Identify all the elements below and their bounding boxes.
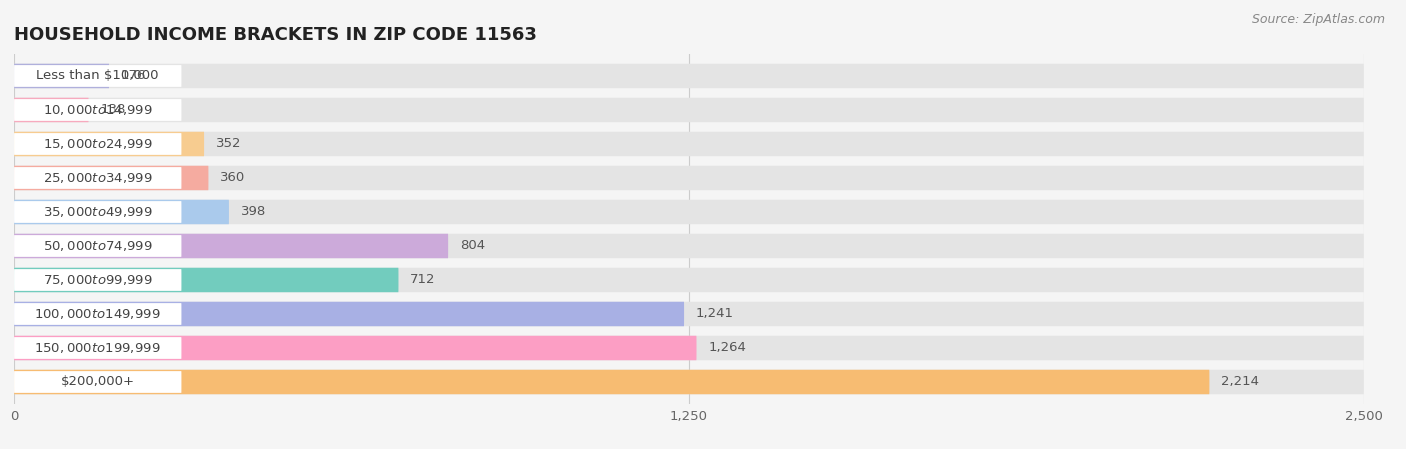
FancyBboxPatch shape — [14, 167, 181, 189]
FancyBboxPatch shape — [14, 65, 181, 87]
Text: 352: 352 — [217, 137, 242, 150]
Text: 360: 360 — [221, 172, 246, 185]
Text: 138: 138 — [100, 103, 125, 116]
FancyBboxPatch shape — [14, 166, 208, 190]
FancyBboxPatch shape — [14, 370, 1209, 394]
FancyBboxPatch shape — [14, 371, 181, 393]
FancyBboxPatch shape — [14, 336, 696, 360]
FancyBboxPatch shape — [14, 99, 181, 121]
Text: Less than $10,000: Less than $10,000 — [37, 70, 159, 83]
Text: $100,000 to $149,999: $100,000 to $149,999 — [35, 307, 162, 321]
Text: $50,000 to $74,999: $50,000 to $74,999 — [44, 239, 153, 253]
FancyBboxPatch shape — [14, 98, 89, 122]
Text: 2,214: 2,214 — [1222, 375, 1260, 388]
FancyBboxPatch shape — [14, 201, 181, 223]
FancyBboxPatch shape — [14, 268, 1364, 292]
FancyBboxPatch shape — [14, 234, 1364, 258]
FancyBboxPatch shape — [14, 303, 181, 325]
Text: 804: 804 — [460, 239, 485, 252]
Text: HOUSEHOLD INCOME BRACKETS IN ZIP CODE 11563: HOUSEHOLD INCOME BRACKETS IN ZIP CODE 11… — [14, 26, 537, 44]
Text: 712: 712 — [411, 273, 436, 286]
FancyBboxPatch shape — [14, 336, 1364, 360]
Text: $35,000 to $49,999: $35,000 to $49,999 — [44, 205, 153, 219]
FancyBboxPatch shape — [14, 370, 1364, 394]
FancyBboxPatch shape — [14, 64, 1364, 88]
Text: 1,241: 1,241 — [696, 308, 734, 321]
FancyBboxPatch shape — [14, 337, 181, 359]
FancyBboxPatch shape — [14, 200, 1364, 224]
Text: $15,000 to $24,999: $15,000 to $24,999 — [44, 137, 153, 151]
FancyBboxPatch shape — [14, 234, 449, 258]
FancyBboxPatch shape — [14, 302, 685, 326]
Text: $150,000 to $199,999: $150,000 to $199,999 — [35, 341, 162, 355]
Text: 1,264: 1,264 — [709, 342, 747, 355]
Text: 176: 176 — [121, 70, 146, 83]
Text: $25,000 to $34,999: $25,000 to $34,999 — [44, 171, 153, 185]
Text: $10,000 to $14,999: $10,000 to $14,999 — [44, 103, 153, 117]
FancyBboxPatch shape — [14, 64, 110, 88]
FancyBboxPatch shape — [14, 269, 181, 291]
Text: 398: 398 — [240, 206, 266, 219]
FancyBboxPatch shape — [14, 268, 398, 292]
FancyBboxPatch shape — [14, 235, 181, 257]
Text: Source: ZipAtlas.com: Source: ZipAtlas.com — [1251, 13, 1385, 26]
Text: $75,000 to $99,999: $75,000 to $99,999 — [44, 273, 153, 287]
FancyBboxPatch shape — [14, 98, 1364, 122]
FancyBboxPatch shape — [14, 200, 229, 224]
FancyBboxPatch shape — [14, 166, 1364, 190]
FancyBboxPatch shape — [14, 133, 181, 155]
FancyBboxPatch shape — [14, 302, 1364, 326]
FancyBboxPatch shape — [14, 132, 204, 156]
FancyBboxPatch shape — [14, 132, 1364, 156]
Text: $200,000+: $200,000+ — [60, 375, 135, 388]
